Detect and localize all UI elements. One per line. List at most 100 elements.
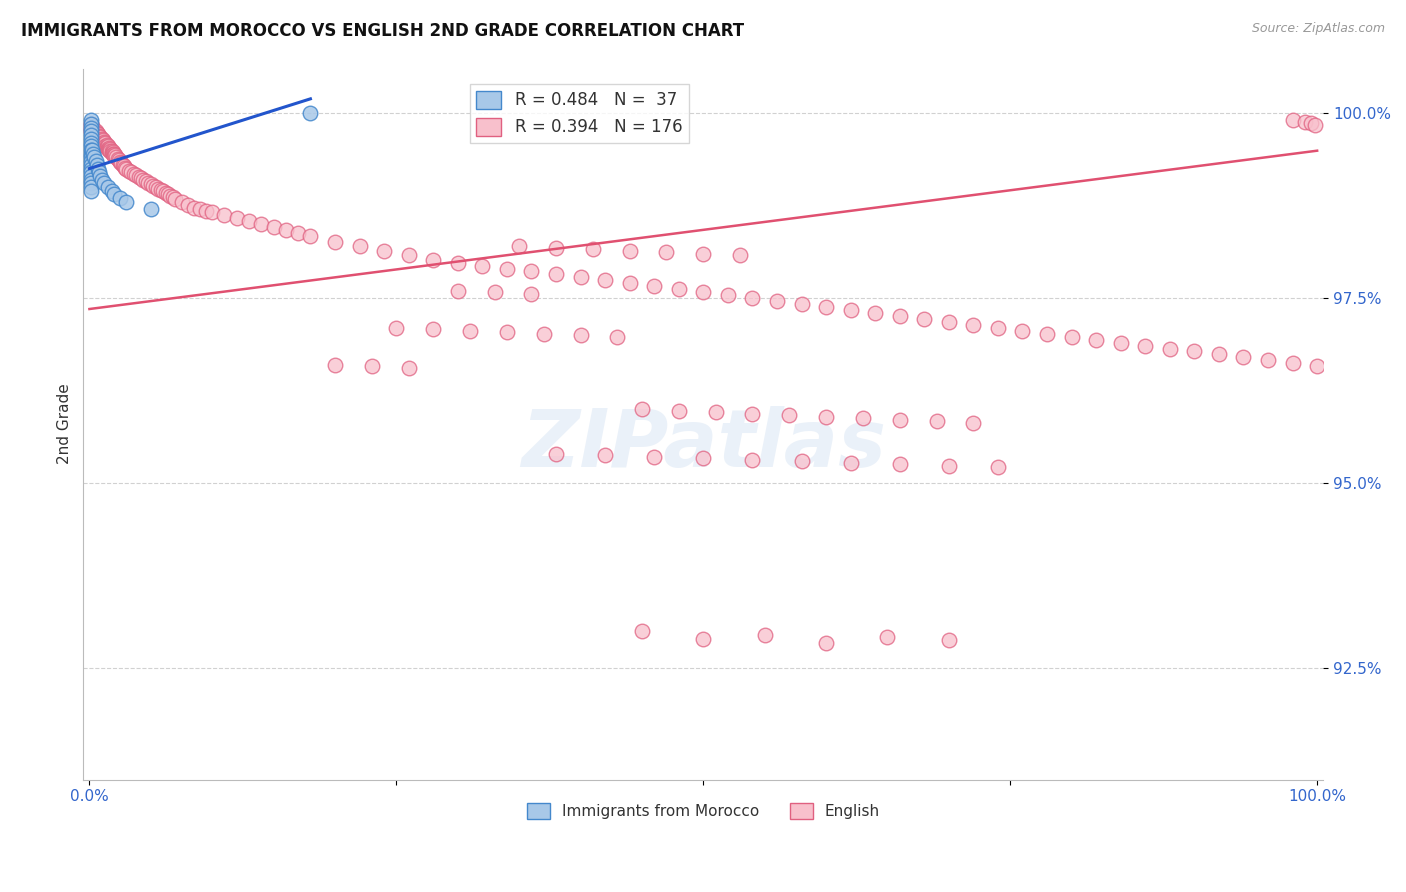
Point (655, 245, 678, 260)
Point (87, 128, 110, 142)
Point (1159, 342, 1181, 356)
Point (938, 458, 960, 473)
Point (1085, 333, 1108, 347)
Point (373, 244, 395, 258)
Point (107, 152, 129, 166)
Point (790, 297, 813, 311)
Point (98, 142, 121, 156)
Point (79, 128, 101, 143)
Point (582, 242, 605, 256)
Point (162, 190, 184, 204)
Point (145, 180, 167, 194)
Point (668, 282, 690, 296)
Point (97, 180, 120, 194)
Point (79, 139, 101, 153)
Point (398, 248, 420, 262)
Point (938, 633, 960, 648)
Point (263, 220, 285, 235)
Point (89, 165, 111, 179)
Point (89, 133, 111, 147)
Point (79, 165, 101, 179)
Point (1036, 326, 1059, 341)
Point (643, 279, 665, 293)
Point (122, 167, 145, 181)
Point (889, 457, 911, 471)
Point (79, 136, 101, 150)
Point (484, 285, 506, 300)
Point (704, 405, 727, 419)
Point (508, 239, 530, 253)
Point (103, 149, 125, 163)
Point (114, 161, 136, 175)
Point (97, 141, 120, 155)
Point (1232, 351, 1254, 365)
Point (692, 451, 714, 466)
Point (495, 261, 517, 276)
Point (754, 628, 776, 642)
Point (1281, 113, 1303, 128)
Point (214, 208, 236, 222)
Point (349, 239, 371, 253)
Point (86, 128, 108, 143)
Point (422, 322, 444, 336)
Point (195, 203, 218, 218)
Point (962, 416, 984, 430)
Point (152, 185, 174, 199)
Point (323, 358, 346, 372)
Point (93, 135, 115, 149)
Point (94, 138, 117, 153)
Point (104, 148, 127, 162)
Point (79, 113, 101, 128)
Point (100, 145, 122, 160)
Point (1182, 344, 1205, 359)
Point (87, 161, 110, 176)
Point (631, 624, 654, 639)
Point (139, 202, 162, 217)
Legend: Immigrants from Morocco, English: Immigrants from Morocco, English (520, 797, 886, 825)
Point (225, 211, 247, 226)
Point (165, 192, 187, 206)
Point (912, 311, 935, 326)
Point (79, 124, 101, 138)
Point (79, 143, 101, 157)
Point (889, 412, 911, 426)
Point (128, 169, 150, 184)
Point (815, 635, 838, 649)
Point (86, 126, 108, 140)
Point (778, 408, 800, 422)
Point (80, 122, 103, 136)
Point (149, 183, 172, 197)
Point (250, 217, 273, 231)
Point (79, 154, 101, 169)
Point (90, 132, 112, 146)
Point (839, 456, 862, 470)
Point (1257, 353, 1279, 368)
Point (360, 359, 382, 374)
Point (79, 120, 101, 135)
Point (1294, 115, 1316, 129)
Point (728, 248, 751, 262)
Point (962, 318, 984, 332)
Point (876, 631, 898, 645)
Point (103, 146, 125, 161)
Point (93, 177, 115, 191)
Point (84, 154, 107, 169)
Point (79, 117, 101, 131)
Point (79, 172, 101, 186)
Point (925, 414, 948, 428)
Point (101, 145, 124, 160)
Point (98, 141, 121, 155)
Point (447, 284, 470, 298)
Y-axis label: 2nd Grade: 2nd Grade (58, 384, 72, 465)
Point (323, 235, 346, 249)
Point (692, 285, 714, 300)
Point (138, 176, 160, 190)
Point (692, 632, 714, 646)
Point (129, 171, 152, 186)
Point (103, 187, 125, 202)
Point (619, 277, 641, 291)
Point (79, 150, 101, 164)
Point (201, 205, 224, 219)
Point (97, 139, 120, 153)
Point (83, 123, 105, 137)
